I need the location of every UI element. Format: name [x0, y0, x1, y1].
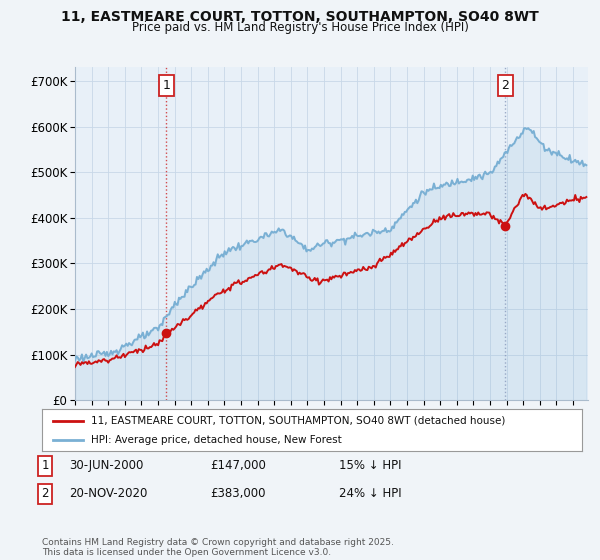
Text: 20-NOV-2020: 20-NOV-2020 — [69, 487, 148, 501]
Text: 2: 2 — [41, 487, 49, 501]
Text: 1: 1 — [41, 459, 49, 473]
Text: HPI: Average price, detached house, New Forest: HPI: Average price, detached house, New … — [91, 435, 341, 445]
Text: 11, EASTMEARE COURT, TOTTON, SOUTHAMPTON, SO40 8WT (detached house): 11, EASTMEARE COURT, TOTTON, SOUTHAMPTON… — [91, 416, 505, 426]
Text: £147,000: £147,000 — [210, 459, 266, 473]
Text: 2: 2 — [502, 79, 509, 92]
Text: Contains HM Land Registry data © Crown copyright and database right 2025.
This d: Contains HM Land Registry data © Crown c… — [42, 538, 394, 557]
Text: 1: 1 — [163, 79, 170, 92]
Text: 30-JUN-2000: 30-JUN-2000 — [69, 459, 143, 473]
Text: 11, EASTMEARE COURT, TOTTON, SOUTHAMPTON, SO40 8WT: 11, EASTMEARE COURT, TOTTON, SOUTHAMPTON… — [61, 10, 539, 24]
Text: 24% ↓ HPI: 24% ↓ HPI — [339, 487, 401, 501]
Text: Price paid vs. HM Land Registry's House Price Index (HPI): Price paid vs. HM Land Registry's House … — [131, 21, 469, 34]
Text: £383,000: £383,000 — [210, 487, 265, 501]
Text: 15% ↓ HPI: 15% ↓ HPI — [339, 459, 401, 473]
